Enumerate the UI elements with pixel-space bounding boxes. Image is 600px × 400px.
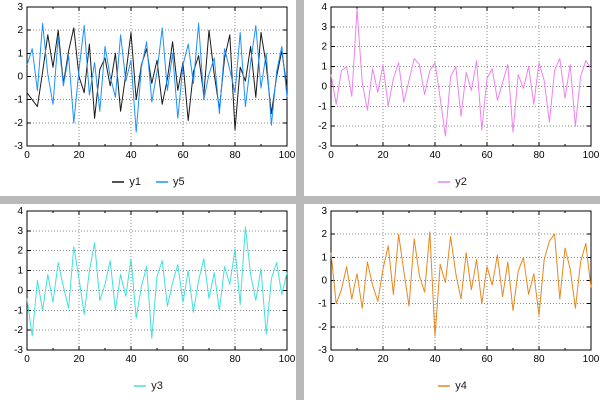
svg-text:0: 0 (328, 354, 334, 365)
legend-dash-y2-icon (438, 181, 451, 183)
legend-label-y5: y5 (173, 176, 185, 188)
svg-text:40: 40 (125, 354, 137, 365)
svg-text:80: 80 (533, 150, 545, 161)
svg-text:2: 2 (321, 42, 327, 53)
svg-text:20: 20 (377, 354, 389, 365)
svg-text:2: 2 (17, 246, 23, 257)
svg-text:40: 40 (429, 354, 441, 365)
svg-text:3: 3 (17, 226, 23, 237)
svg-text:100: 100 (583, 150, 600, 161)
svg-text:1: 1 (17, 48, 23, 59)
legend-item-y4: y4 (437, 380, 467, 392)
chart-y4: 0 20 40 60 80 100 -3 -2 -1 0 1 2 3 (318, 206, 600, 365)
svg-text:60: 60 (177, 354, 189, 365)
legend-item-y2: y2 (437, 176, 467, 188)
svg-text:-3: -3 (318, 141, 327, 152)
svg-text:-1: -1 (14, 95, 23, 106)
legend-dash-y3-icon (134, 385, 147, 387)
legend-label-y4: y4 (455, 380, 467, 392)
svg-text:4: 4 (17, 206, 23, 217)
svg-text:2: 2 (321, 229, 327, 240)
chart-y3: 0 20 40 60 80 100 -3 -2 -1 0 1 2 3 4 (14, 206, 296, 365)
panel-bottom-left: 0 20 40 60 80 100 -3 -2 -1 0 1 2 3 4 y3 (0, 204, 296, 400)
chart-y2: 0 20 40 60 80 100 -3 -2 -1 0 1 2 3 4 (318, 2, 600, 161)
legend-chart3: y3 (133, 372, 163, 400)
svg-text:60: 60 (481, 150, 493, 161)
svg-text:1: 1 (17, 266, 23, 277)
svg-text:40: 40 (125, 150, 137, 161)
svg-text:0: 0 (328, 150, 334, 161)
svg-text:100: 100 (279, 354, 296, 365)
legend-dash-y5-icon (156, 181, 168, 183)
svg-text:-3: -3 (14, 141, 23, 152)
svg-text:40: 40 (429, 150, 441, 161)
svg-text:3: 3 (17, 2, 23, 13)
svg-text:4: 4 (321, 2, 327, 13)
svg-text:3: 3 (321, 206, 327, 217)
svg-text:60: 60 (481, 354, 493, 365)
svg-text:1: 1 (321, 62, 327, 73)
svg-text:100: 100 (583, 354, 600, 365)
svg-text:-2: -2 (14, 118, 23, 129)
svg-text:20: 20 (377, 150, 389, 161)
svg-text:20: 20 (73, 150, 85, 161)
panel-top-right: 0 20 40 60 80 100 -3 -2 -1 0 1 2 3 4 y2 (304, 0, 600, 196)
svg-text:80: 80 (229, 354, 241, 365)
svg-text:80: 80 (229, 150, 241, 161)
svg-text:-1: -1 (14, 305, 23, 316)
chart-y1-y5: 0 20 40 60 80 100 -3 -2 -1 0 1 2 3 (14, 2, 296, 161)
svg-text:-2: -2 (14, 325, 23, 336)
svg-text:-2: -2 (318, 121, 327, 132)
legend-chart1: y1 y5 (111, 168, 185, 196)
svg-text:0: 0 (24, 354, 30, 365)
legend-dash-y1-icon (112, 181, 125, 183)
svg-text:80: 80 (533, 354, 545, 365)
svg-text:2: 2 (17, 25, 23, 36)
panel-top-left: 0 20 40 60 80 100 -3 -2 -1 0 1 2 3 y1 y5 (0, 0, 296, 196)
svg-text:0: 0 (17, 72, 23, 83)
legend-chart2: y2 (437, 168, 467, 196)
svg-text:0: 0 (321, 276, 327, 287)
svg-text:-1: -1 (318, 299, 327, 310)
svg-text:1: 1 (321, 252, 327, 263)
legend-chart4: y4 (437, 372, 467, 400)
legend-label-y3: y3 (151, 380, 163, 392)
panel-bottom-right: 0 20 40 60 80 100 -3 -2 -1 0 1 2 3 y4 (304, 204, 600, 400)
svg-text:-3: -3 (14, 345, 23, 356)
svg-text:20: 20 (73, 354, 85, 365)
svg-text:0: 0 (321, 81, 327, 92)
svg-text:60: 60 (177, 150, 189, 161)
legend-item-y1: y1 (111, 176, 141, 188)
svg-text:3: 3 (321, 22, 327, 33)
svg-text:-2: -2 (318, 322, 327, 333)
svg-text:-3: -3 (318, 345, 327, 356)
svg-text:0: 0 (24, 150, 30, 161)
svg-text:0: 0 (17, 285, 23, 296)
legend-item-y3: y3 (133, 380, 163, 392)
svg-text:-1: -1 (318, 101, 327, 112)
svg-text:100: 100 (279, 150, 296, 161)
legend-label-y1: y1 (129, 176, 141, 188)
legend-item-y5: y5 (155, 176, 185, 188)
legend-dash-y4-icon (438, 385, 451, 387)
legend-label-y2: y2 (455, 176, 467, 188)
